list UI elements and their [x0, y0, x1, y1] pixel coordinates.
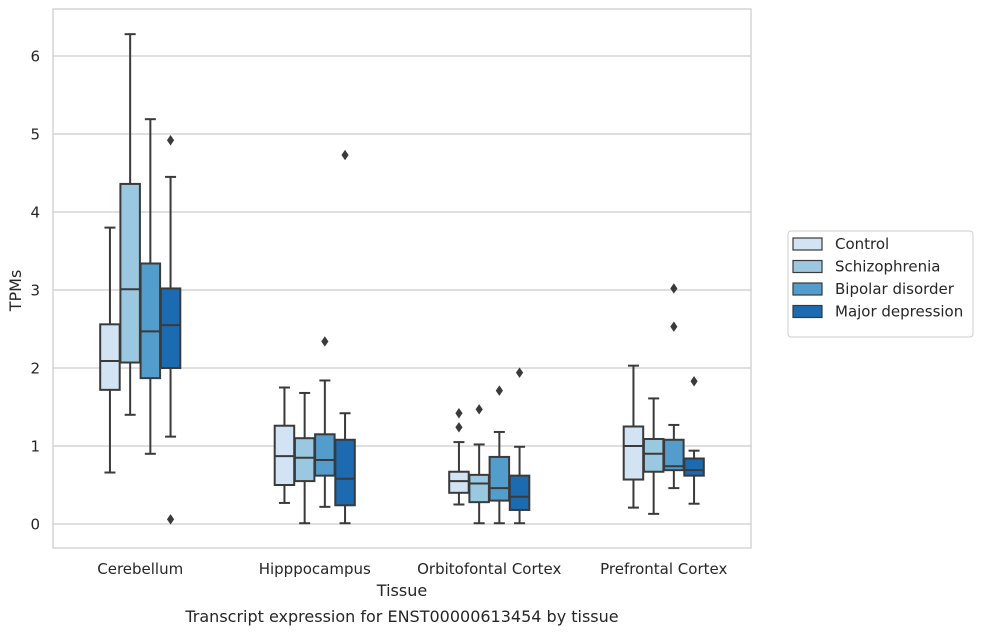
outlier-point — [475, 404, 483, 415]
box-body — [314, 433, 336, 477]
y-tick-label: 5 — [30, 126, 40, 144]
box-body — [663, 438, 685, 472]
outlier-point — [455, 422, 463, 433]
outlier-point — [495, 385, 503, 396]
box-1-1 — [293, 391, 316, 525]
box-0-0 — [99, 226, 121, 474]
outlier-point — [455, 408, 463, 419]
legend-label: Control — [835, 235, 889, 253]
y-axis-label: TPMs — [6, 270, 25, 313]
legend-frame — [787, 230, 974, 338]
y-tick-label: 6 — [30, 48, 40, 66]
box-0-2 — [139, 118, 162, 455]
legend-label: Bipolar disorder — [835, 280, 955, 298]
y-tick-label: 4 — [30, 204, 40, 222]
y-tick-label: 3 — [30, 282, 40, 300]
outlier-point — [341, 149, 349, 161]
outlier-point — [670, 321, 678, 332]
x-tick-label: Prefrontal Cortex — [600, 560, 727, 578]
x-tick-label: Cerebellum — [97, 560, 183, 578]
x-tick-labels: Cerebellum Hipppocampus Orbitofontal Corte… — [97, 560, 727, 578]
legend-swatch — [792, 282, 823, 296]
legend: Control Schizophrenia Bipolar disorder Majo… — [787, 230, 974, 338]
legend-swatch — [792, 237, 823, 251]
box-2-2 — [488, 385, 511, 525]
box-body — [683, 457, 705, 477]
box-3-0 — [622, 364, 645, 509]
outlier-point — [321, 336, 329, 347]
box-body — [468, 473, 490, 504]
outlier-point — [670, 283, 678, 294]
outlier-point — [515, 367, 524, 378]
box-body — [293, 437, 316, 483]
box-3-2 — [663, 283, 685, 490]
box-body — [159, 287, 182, 369]
box-2-1 — [468, 404, 490, 525]
x-tick-label: Hipppocampus — [259, 560, 371, 578]
y-tick-label: 0 — [30, 516, 40, 534]
outlier-point — [690, 376, 698, 387]
box-2-3 — [508, 367, 531, 525]
box-body — [119, 182, 141, 364]
x-axis-label: Tissue — [376, 581, 427, 600]
plot-frame — [52, 8, 752, 549]
box-body — [99, 323, 121, 391]
y-tick-labels: 0 1 2 3 4 5 6 — [30, 48, 40, 534]
outlier-point — [166, 514, 175, 525]
box-body — [334, 438, 356, 507]
box-3-1 — [642, 397, 665, 515]
box-body — [139, 262, 162, 380]
legend-label: Major depression — [835, 303, 963, 321]
box-3-3 — [683, 376, 705, 505]
box-body — [622, 425, 645, 481]
x-tick-label: Orbitofontal Cortex — [417, 560, 561, 578]
y-tick-label: 1 — [30, 438, 40, 456]
y-tick-label: 2 — [30, 360, 40, 378]
box-1-2 — [314, 336, 336, 508]
box-1-0 — [273, 386, 296, 504]
chart-caption: Transcript expression for ENST0000061345… — [184, 607, 618, 626]
box-body — [642, 437, 665, 473]
box-body — [448, 470, 470, 494]
box-body — [488, 455, 511, 502]
legend-label: Schizophrenia — [835, 258, 940, 276]
box-0-3 — [159, 135, 182, 525]
outlier-point — [166, 135, 175, 146]
box-2-0 — [448, 408, 470, 506]
box-1-3 — [334, 149, 356, 525]
box-0-1 — [119, 33, 141, 416]
legend-swatch — [792, 304, 823, 319]
boxes — [99, 33, 705, 525]
box-body — [508, 474, 531, 511]
legend-swatch — [792, 259, 823, 274]
